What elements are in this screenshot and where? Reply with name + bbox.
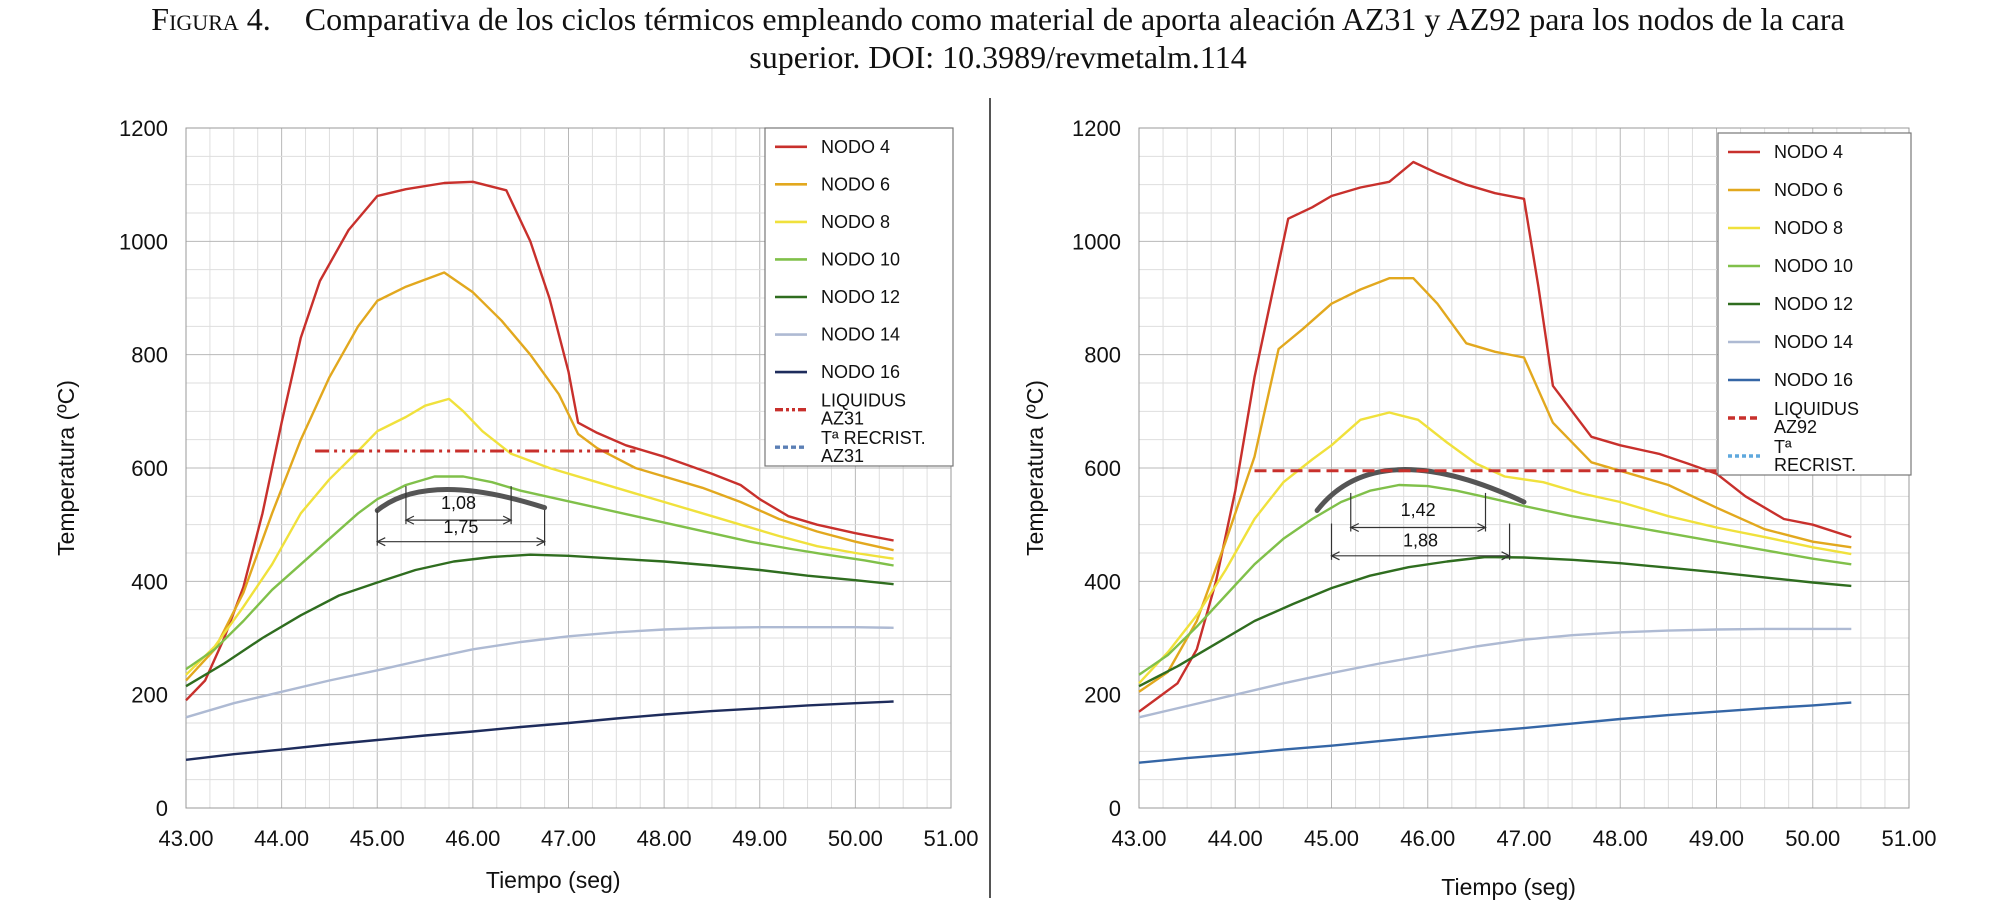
annotation-label: 1,42: [1401, 500, 1436, 520]
annotation-arrow-left: [375, 537, 386, 547]
y-tick-label: 600: [131, 456, 168, 481]
series-line-nodo-8: [1138, 411, 1852, 685]
legend-label: LIQUIDUS: [1774, 399, 1859, 419]
y-tick-label: 1200: [1072, 116, 1121, 141]
series-line-nodo-12: [185, 553, 894, 688]
legend-label: NODO 14: [1774, 332, 1853, 352]
series-line-nodo-14: [1138, 627, 1852, 719]
y-tick-label: 800: [1084, 343, 1121, 368]
legend-label: AZ92: [1774, 417, 1817, 437]
legend-label: NODO 16: [821, 362, 900, 382]
annotation-label: 1,88: [1403, 531, 1438, 551]
annotation-arrow-right: [502, 515, 513, 525]
legend-label: NODO 6: [1774, 180, 1843, 200]
legend-label: NODO 12: [821, 287, 900, 307]
legend-label: NODO 12: [1774, 294, 1853, 314]
legend-label: NODO 8: [821, 212, 890, 232]
y-axis-label: Temperatura (ºC): [1022, 380, 1048, 556]
x-tick-label: 51.00: [1881, 826, 1936, 851]
legend-label: NODO 10: [1774, 256, 1853, 276]
chart-left-az31: 43.00 44.00 45.00 46.00 47.00 48.00 49.00 50.00…: [53, 116, 979, 893]
chart-right-az92: 43.00 44.00 45.00 46.00 47.00 48.00 49.00 50.00…: [1022, 116, 1937, 900]
x-tick-label: 44.00: [254, 826, 309, 851]
y-tick-label: 400: [1084, 569, 1121, 594]
series-line-nodo-6: [1138, 277, 1852, 693]
annotation-arrow-right: [1477, 522, 1487, 533]
y-tick-label: 400: [131, 569, 168, 594]
y-tick-label: 600: [1084, 456, 1121, 481]
x-tick-label: 48.00: [1593, 826, 1648, 851]
annotation-label: 1,75: [443, 517, 478, 537]
x-tick-label: 48.00: [637, 826, 692, 851]
x-tick-label: 49.00: [732, 826, 787, 851]
peak-highlight-arc: [374, 487, 548, 513]
y-axis-label: Temperatura (ºC): [53, 380, 79, 556]
legend-label: NODO 14: [821, 325, 900, 345]
x-tick-label: 43.00: [158, 826, 213, 851]
legend-label: AZ31: [821, 409, 864, 429]
series-line-nodo-4: [1138, 160, 1852, 713]
y-tick-label: 200: [131, 683, 168, 708]
series-line-nodo-16: [1138, 701, 1852, 764]
series-line-nodo-10: [1138, 483, 1852, 676]
y-tick-label: 1000: [119, 229, 168, 254]
x-axis-label: Tiempo (seg): [486, 867, 621, 893]
x-tick-label: 50.00: [828, 826, 883, 851]
series-line-nodo-10: [185, 475, 894, 671]
x-tick-label: 45.00: [1304, 826, 1359, 851]
annotation-arrow-left: [1349, 522, 1360, 533]
series-line-nodo-12: [1138, 555, 1852, 688]
series-line-nodo-16: [185, 700, 894, 761]
x-tick-label: 43.00: [1111, 826, 1166, 851]
x-tick-label: 46.00: [445, 826, 500, 851]
series-line-nodo-14: [185, 626, 894, 719]
annotation-arrow-left: [404, 515, 415, 525]
legend-label: NODO 4: [1774, 142, 1843, 162]
series-line-nodo-4: [185, 180, 894, 702]
series-line-nodo-8: [185, 397, 894, 676]
plot-area: [185, 127, 952, 809]
series-line-nodo-6: [185, 271, 894, 682]
x-tick-label: 49.00: [1689, 826, 1744, 851]
legend-label: NODO 6: [821, 174, 890, 194]
annotation-arrow-right: [1501, 551, 1511, 561]
x-tick-label: 45.00: [350, 826, 405, 851]
legend-label: AZ31: [821, 446, 864, 466]
figure-caption: Figura 4. Comparativa de los ciclos térmi…: [0, 0, 1996, 76]
caption-line-1: Comparativa de los ciclos térmicos emple…: [304, 1, 1845, 37]
legend-label: NODO 4: [821, 137, 890, 157]
x-tick-label: 50.00: [1785, 826, 1840, 851]
y-tick-label: 1200: [119, 116, 168, 141]
x-axis-label: Tiempo (seg): [1441, 874, 1576, 900]
legend-label: Tª RECRIST.: [821, 428, 926, 448]
figure-label: Figura 4.: [151, 1, 271, 37]
x-tick-label: 47.00: [1496, 826, 1551, 851]
legend-label: NODO 10: [821, 249, 900, 269]
legend-label: Tª: [1774, 437, 1792, 457]
caption-line-2: superior. DOI: 10.3989/revmetalm.114: [749, 39, 1247, 75]
legend-label: NODO 8: [1774, 218, 1843, 238]
legend-label: NODO 16: [1774, 370, 1853, 390]
x-tick-label: 46.00: [1400, 826, 1455, 851]
annotation-arrow-left: [1330, 551, 1340, 561]
annotation-label: 1,08: [441, 493, 476, 513]
y-tick-label: 800: [131, 343, 168, 368]
x-tick-label: 51.00: [923, 826, 978, 851]
y-tick-label: 200: [1084, 683, 1121, 708]
x-tick-label: 47.00: [541, 826, 596, 851]
y-tick-label: 0: [1109, 796, 1121, 821]
y-tick-label: 0: [156, 796, 168, 821]
legend-label: RECRIST.: [1774, 455, 1856, 475]
legend-label: LIQUIDUS: [821, 391, 906, 411]
x-tick-label: 44.00: [1208, 826, 1263, 851]
annotation-arrow-right: [536, 537, 546, 547]
y-tick-label: 1000: [1072, 229, 1121, 254]
